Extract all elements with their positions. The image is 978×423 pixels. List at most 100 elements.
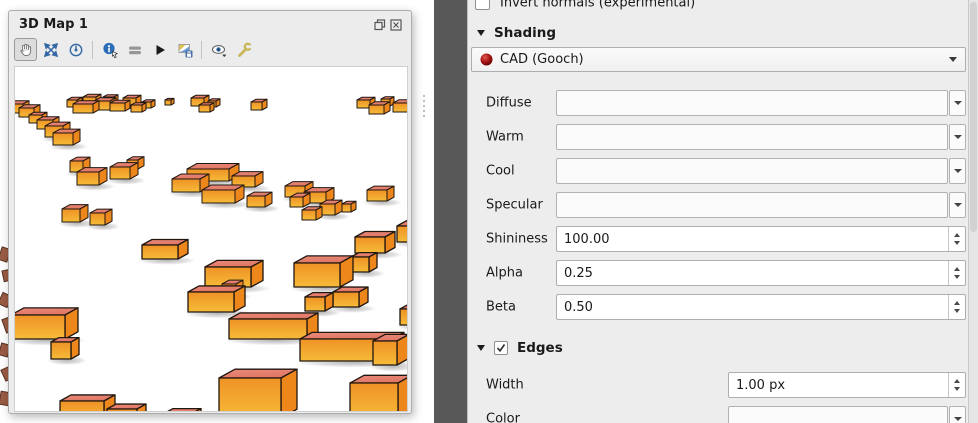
shading-type-combobox[interactable]: CAD (Gooch) bbox=[471, 47, 966, 72]
collapse-arrow-icon bbox=[477, 345, 485, 351]
rotate-view-icon bbox=[69, 43, 82, 56]
specular-color-dropdown[interactable] bbox=[949, 192, 966, 218]
3d-viewport[interactable] bbox=[14, 66, 408, 412]
checkmark-icon bbox=[496, 344, 506, 353]
save-image-button[interactable] bbox=[173, 38, 196, 61]
panel-divider bbox=[434, 0, 467, 423]
edge-color-label: Color bbox=[486, 411, 520, 423]
edges-section-header[interactable]: Edges bbox=[477, 340, 563, 356]
save-image-icon bbox=[178, 43, 192, 57]
combobox-arrow-icon bbox=[949, 57, 957, 62]
spin-down-icon bbox=[954, 275, 960, 279]
specular-row: Specular bbox=[468, 192, 968, 218]
float-window-icon[interactable] bbox=[373, 18, 387, 31]
wrench-icon bbox=[237, 42, 252, 57]
edge-color-row: Color bbox=[468, 406, 968, 423]
close-window-icon[interactable] bbox=[389, 18, 403, 31]
camera-views-button[interactable] bbox=[207, 38, 230, 61]
red-sphere-icon bbox=[480, 53, 493, 66]
edge-color-dropdown[interactable] bbox=[949, 406, 966, 423]
edge-width-value: 1.00 px bbox=[736, 377, 786, 393]
3d-map-titlebar[interactable]: 3D Map 1 bbox=[9, 11, 411, 36]
edges-checkbox[interactable] bbox=[494, 341, 508, 355]
cool-label: Cool bbox=[486, 163, 515, 179]
spin-up-icon bbox=[954, 267, 960, 271]
diffuse-color-button[interactable] bbox=[556, 90, 948, 116]
edges-header-label: Edges bbox=[517, 340, 563, 356]
cool-color-button[interactable] bbox=[556, 158, 948, 184]
spin-down-icon bbox=[954, 241, 960, 245]
warm-color-button[interactable] bbox=[556, 124, 948, 150]
shininess-row: Shininess 100.00 bbox=[468, 226, 968, 252]
warm-row: Warm bbox=[468, 124, 968, 150]
edge-color-button[interactable] bbox=[728, 406, 948, 423]
configure-button[interactable] bbox=[232, 38, 255, 61]
invert-normals-row: Invert normals (experimental) bbox=[468, 0, 968, 15]
beta-row: Beta 0.50 bbox=[468, 294, 968, 320]
splitter-handle[interactable] bbox=[422, 95, 426, 117]
alpha-spinbox[interactable]: 0.25 bbox=[556, 260, 966, 286]
pan-tool-button[interactable] bbox=[14, 38, 37, 61]
window-title: 3D Map 1 bbox=[19, 17, 88, 32]
zoom-extent-icon bbox=[43, 42, 58, 57]
panel-scrollbar[interactable] bbox=[968, 0, 978, 423]
zoom-extent-tool-button[interactable] bbox=[39, 38, 62, 61]
warm-color-dropdown[interactable] bbox=[949, 124, 966, 150]
spin-up-icon bbox=[954, 379, 960, 383]
diffuse-color-dropdown[interactable] bbox=[949, 90, 966, 116]
scrollbar-thumb[interactable] bbox=[970, 2, 977, 232]
shading-type-value: CAD (Gooch) bbox=[500, 52, 584, 67]
alpha-value: 0.25 bbox=[564, 265, 593, 281]
dropdown-arrow-icon bbox=[953, 101, 962, 105]
shading-section-header[interactable]: Shading bbox=[477, 25, 556, 41]
warm-label: Warm bbox=[486, 129, 524, 145]
edge-width-spinbox[interactable]: 1.00 px bbox=[728, 372, 966, 398]
shading-header-label: Shading bbox=[494, 25, 557, 41]
spin-buttons[interactable] bbox=[948, 227, 965, 251]
diffuse-row: Diffuse bbox=[468, 90, 968, 116]
3d-buildings-render bbox=[15, 93, 407, 411]
beta-label: Beta bbox=[486, 299, 516, 315]
invert-normals-label: Invert normals (experimental) bbox=[500, 0, 696, 11]
3d-map-toolbar bbox=[9, 36, 411, 63]
diffuse-label: Diffuse bbox=[486, 95, 532, 111]
3d-map-window: 3D Map 1 bbox=[8, 10, 412, 414]
dropdown-arrow-icon bbox=[953, 417, 962, 421]
spin-up-icon bbox=[954, 301, 960, 305]
dropdown-arrow-icon bbox=[953, 203, 962, 207]
play-animation-button[interactable] bbox=[148, 38, 171, 61]
play-icon bbox=[156, 44, 165, 55]
beta-value: 0.50 bbox=[564, 299, 593, 315]
measure-icon bbox=[128, 46, 141, 54]
beta-spinbox[interactable]: 0.50 bbox=[556, 294, 966, 320]
shininess-value: 100.00 bbox=[564, 231, 610, 247]
specular-label: Specular bbox=[486, 197, 543, 213]
specular-color-button[interactable] bbox=[556, 192, 948, 218]
alpha-row: Alpha 0.25 bbox=[468, 260, 968, 286]
spin-buttons[interactable] bbox=[948, 295, 965, 319]
identify-icon bbox=[102, 42, 118, 58]
shininess-label: Shininess bbox=[486, 231, 548, 247]
cool-row: Cool bbox=[468, 158, 968, 184]
dropdown-arrow-icon bbox=[953, 169, 962, 173]
pan-hand-icon bbox=[19, 43, 31, 56]
alpha-label: Alpha bbox=[486, 265, 523, 281]
map-canvas[interactable]: 3D Map 1 bbox=[0, 0, 434, 423]
shininess-spinbox[interactable]: 100.00 bbox=[556, 226, 966, 252]
toolbar-separator bbox=[92, 40, 93, 59]
identify-tool-button[interactable] bbox=[98, 38, 121, 61]
dropdown-arrow-icon bbox=[953, 135, 962, 139]
edge-width-label: Width bbox=[486, 377, 524, 393]
spin-down-icon bbox=[954, 309, 960, 313]
collapse-arrow-icon bbox=[477, 30, 485, 36]
measure-tool-button[interactable] bbox=[123, 38, 146, 61]
cool-color-dropdown[interactable] bbox=[949, 158, 966, 184]
edge-width-row: Width 1.00 px bbox=[468, 372, 968, 398]
rotate-view-tool-button[interactable] bbox=[64, 38, 87, 61]
properties-panel: Invert normals (experimental) Shading CA… bbox=[467, 0, 968, 423]
invert-normals-checkbox[interactable] bbox=[475, 0, 490, 10]
spin-up-icon bbox=[954, 233, 960, 237]
toolbar-separator bbox=[201, 40, 202, 59]
spin-buttons[interactable] bbox=[948, 373, 965, 397]
spin-buttons[interactable] bbox=[948, 261, 965, 285]
